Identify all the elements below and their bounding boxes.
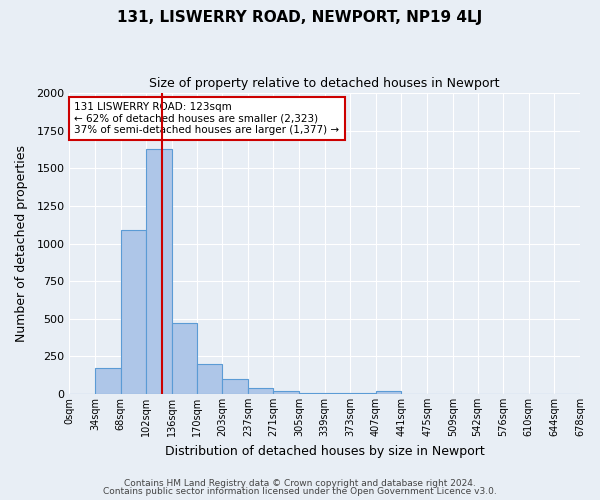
Bar [248, 388, 274, 394]
Text: Contains public sector information licensed under the Open Government Licence v3: Contains public sector information licen… [103, 487, 497, 496]
Bar [121, 230, 146, 394]
Bar [146, 148, 172, 394]
Text: 131 LISWERRY ROAD: 123sqm
← 62% of detached houses are smaller (2,323)
37% of se: 131 LISWERRY ROAD: 123sqm ← 62% of detac… [74, 102, 340, 136]
Bar [197, 364, 222, 394]
Bar [172, 324, 197, 394]
Bar [222, 379, 248, 394]
Bar [376, 391, 401, 394]
Title: Size of property relative to detached houses in Newport: Size of property relative to detached ho… [149, 78, 500, 90]
Y-axis label: Number of detached properties: Number of detached properties [15, 145, 28, 342]
X-axis label: Distribution of detached houses by size in Newport: Distribution of detached houses by size … [165, 444, 485, 458]
Text: 131, LISWERRY ROAD, NEWPORT, NP19 4LJ: 131, LISWERRY ROAD, NEWPORT, NP19 4LJ [118, 10, 482, 25]
Bar [274, 391, 299, 394]
Bar [95, 368, 121, 394]
Text: Contains HM Land Registry data © Crown copyright and database right 2024.: Contains HM Land Registry data © Crown c… [124, 478, 476, 488]
